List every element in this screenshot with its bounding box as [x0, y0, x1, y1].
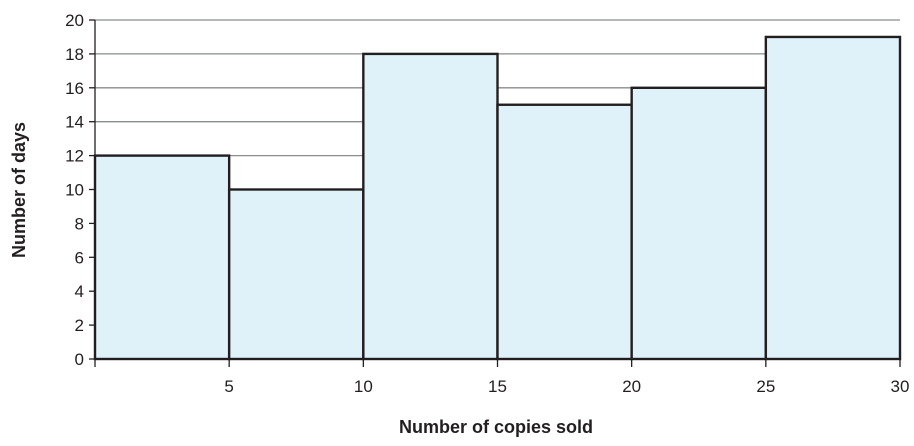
y-axis-title: Number of days [9, 122, 29, 258]
bar-bin-10-15 [362, 52, 499, 361]
x-tick-label-10: 10 [354, 377, 373, 396]
y-tick-label-2: 2 [75, 316, 84, 335]
bar-bin-5-10 [227, 188, 365, 361]
y-tick-label-18: 18 [65, 45, 84, 64]
axes [89, 19, 901, 367]
x-tick-label-5: 5 [224, 377, 233, 396]
tick-labels: 0 2 4 6 8 10 12 14 16 18 20 5 10 15 20 25 30 [65, 11, 909, 396]
y-tick-label-14: 14 [65, 113, 84, 132]
y-tick-label-10: 10 [65, 181, 84, 200]
bars [93, 35, 902, 361]
bar-bin-15-20 [496, 103, 633, 361]
x-tick-label-20: 20 [622, 377, 641, 396]
y-tick-label-20: 20 [65, 11, 84, 30]
y-tick-label-16: 16 [65, 79, 84, 98]
y-tick-label-6: 6 [75, 248, 84, 267]
x-tick-label-15: 15 [488, 377, 507, 396]
x-axis-title: Number of copies sold [399, 417, 593, 437]
bar-bin-0-5 [93, 154, 231, 361]
y-tick-label-0: 0 [75, 350, 84, 369]
bar-bin-20-25 [630, 86, 768, 361]
y-tick-label-8: 8 [75, 214, 84, 233]
y-tick-label-4: 4 [75, 282, 84, 301]
x-tick-label-25: 25 [756, 377, 775, 396]
bar-bin-25-30 [764, 35, 902, 361]
y-tick-label-12: 12 [65, 147, 84, 166]
x-tick-label-30: 30 [891, 377, 910, 396]
